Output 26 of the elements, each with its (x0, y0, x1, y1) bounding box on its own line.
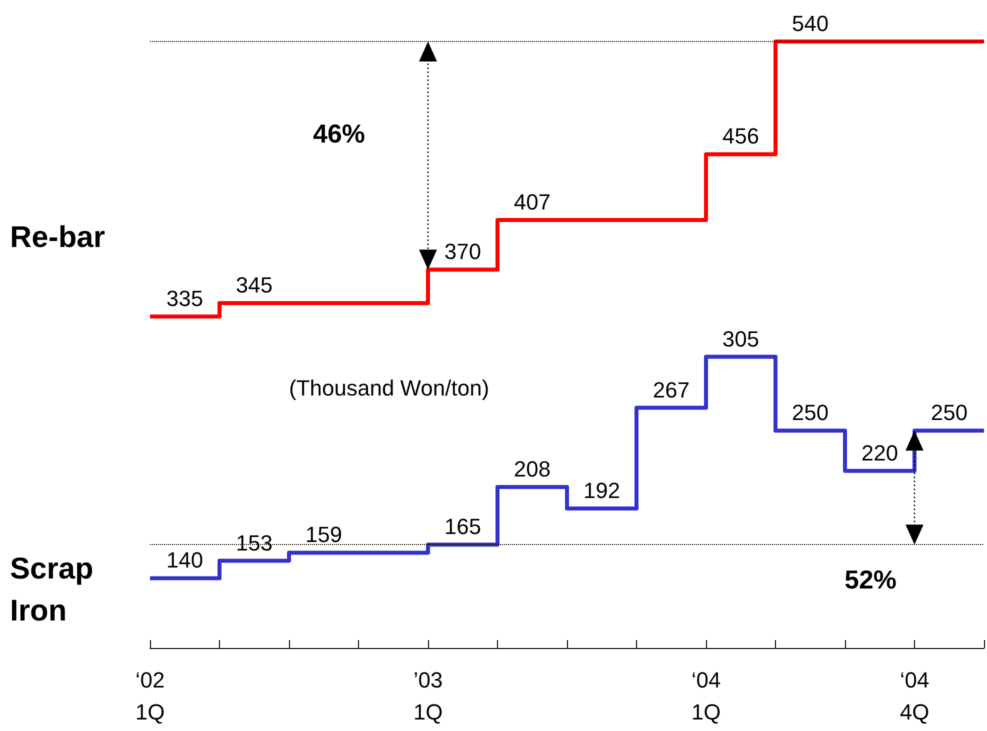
x-tick-label: ‘04 1Q (691, 668, 721, 724)
text: Re-bar (10, 221, 106, 254)
data-label: 540 (792, 10, 829, 36)
x-tick-label: ‘02 1Q (135, 668, 165, 724)
data-label: 456 (722, 124, 760, 149)
data-label: 192 (583, 478, 620, 503)
data-label: 267 (652, 377, 690, 402)
x-tick-label: ‘04 4Q (900, 668, 930, 724)
data-label: 220 (861, 440, 898, 466)
annotation: 52% (844, 564, 897, 595)
data-label: 250 (930, 400, 968, 426)
data-label: 140 (166, 548, 204, 573)
data-label: 208 (514, 456, 551, 482)
data-label: 250 (792, 400, 829, 426)
annotation: (Thousand Won/ton) (289, 375, 490, 400)
data-label: 159 (305, 522, 342, 548)
data-label: 370 (444, 239, 482, 264)
data-label: 345 (236, 272, 273, 298)
series-label: Scrap Iron (10, 552, 102, 628)
data-label: 165 (444, 514, 482, 540)
data-label: 153 (236, 530, 273, 556)
data-label: 335 (166, 286, 204, 312)
annotation: 46% (313, 118, 366, 149)
data-label: 407 (514, 189, 551, 214)
x-tick-label: ’03 1Q (413, 668, 443, 724)
data-label: 305 (722, 326, 760, 352)
